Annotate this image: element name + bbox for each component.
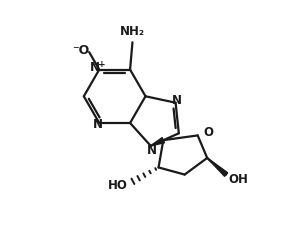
Polygon shape <box>151 138 164 146</box>
Text: O: O <box>203 126 213 139</box>
Text: OH: OH <box>228 173 249 186</box>
Text: HO: HO <box>108 179 128 192</box>
Text: ⁻O: ⁻O <box>72 44 89 57</box>
Text: N: N <box>90 61 100 74</box>
Polygon shape <box>207 158 228 176</box>
Text: N: N <box>172 94 182 107</box>
Text: +: + <box>98 60 105 69</box>
Text: NH₂: NH₂ <box>120 24 145 37</box>
Text: N: N <box>147 144 157 157</box>
Text: N: N <box>93 118 103 131</box>
